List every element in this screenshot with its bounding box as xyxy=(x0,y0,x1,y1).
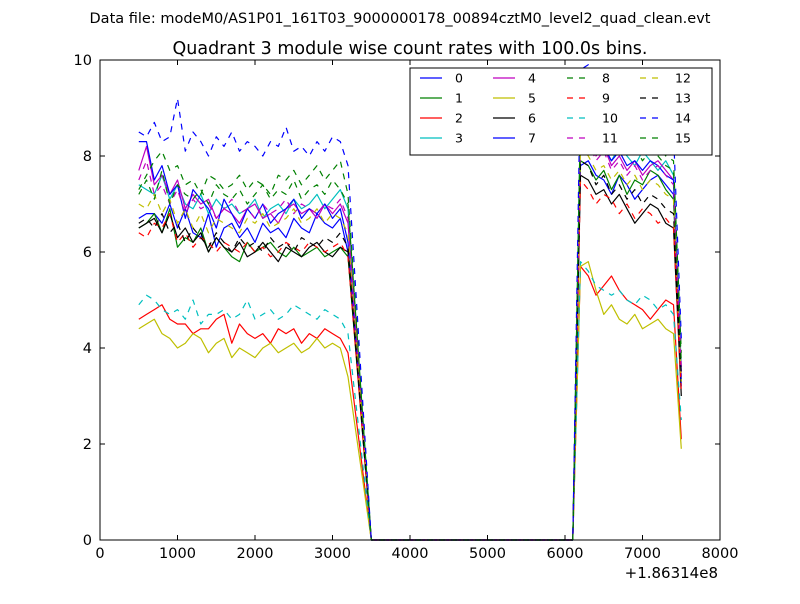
legend-label-7: 7 xyxy=(528,131,536,146)
chart-suptitle: Data file: modeM0/AS1P01_161T03_90000001… xyxy=(90,11,711,27)
y-tick-label: 0 xyxy=(83,533,92,549)
series-layer xyxy=(138,64,682,541)
series-line-4 xyxy=(138,121,682,541)
x-tick-label: 2000 xyxy=(237,546,274,562)
x-tick-label: 8000 xyxy=(702,546,739,562)
y-tick-label: 10 xyxy=(74,53,92,69)
series-line-12 xyxy=(138,145,682,541)
series-line-1 xyxy=(138,160,682,541)
legend-box xyxy=(409,67,713,156)
legend-label-1: 1 xyxy=(455,91,463,106)
series-line-5 xyxy=(138,261,682,541)
chart-title: Quadrant 3 module wise count rates with … xyxy=(173,39,648,59)
y-tick-label: 8 xyxy=(83,149,92,165)
legend-label-5: 5 xyxy=(528,91,536,106)
y-tick-label: 2 xyxy=(83,437,92,453)
x-offset-label: +1.86314e8 xyxy=(625,564,718,582)
series-line-7 xyxy=(138,126,682,541)
legend-label-0: 0 xyxy=(455,71,463,86)
legend-label-3: 3 xyxy=(455,131,463,146)
x-tick-label: 4000 xyxy=(392,546,429,562)
series-line-2 xyxy=(138,265,682,541)
legend-label-14: 14 xyxy=(675,111,691,126)
series-line-8 xyxy=(138,97,682,541)
x-tick-label: 6000 xyxy=(547,546,584,562)
legend-label-4: 4 xyxy=(528,71,536,86)
x-tick-label: 5000 xyxy=(469,546,506,562)
legend-label-12: 12 xyxy=(675,71,691,86)
series-line-10 xyxy=(138,261,682,541)
series-line-9 xyxy=(138,179,682,541)
series-line-3 xyxy=(138,116,682,541)
legend-label-13: 13 xyxy=(675,91,691,106)
series-line-0 xyxy=(138,160,682,541)
series-line-13 xyxy=(138,160,682,541)
series-line-6 xyxy=(138,174,682,541)
legend-label-2: 2 xyxy=(455,111,463,126)
legend-label-15: 15 xyxy=(675,131,691,146)
x-tick-label: 1000 xyxy=(159,546,196,562)
series-line-11 xyxy=(138,136,682,541)
x-tick-label: 3000 xyxy=(314,546,351,562)
x-tick-label: 0 xyxy=(95,546,104,562)
legend-label-6: 6 xyxy=(528,111,536,126)
y-tick-label: 4 xyxy=(83,341,92,357)
legend-label-9: 9 xyxy=(602,91,610,106)
y-tick-label: 6 xyxy=(83,245,92,261)
legend-label-8: 8 xyxy=(602,71,610,86)
series-line-15 xyxy=(138,112,682,541)
legend-label-11: 11 xyxy=(602,131,618,146)
legend-label-10: 10 xyxy=(602,111,618,126)
x-tick-label: 7000 xyxy=(624,546,661,562)
